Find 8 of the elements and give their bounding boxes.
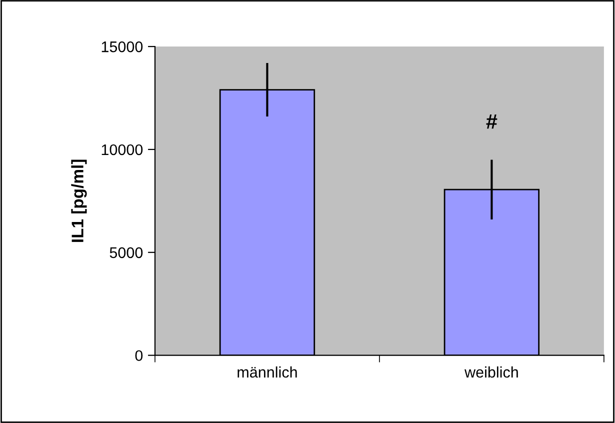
y-tick-label: 0 [135, 350, 143, 362]
y-axis-title: IL1 [pg/ml] [71, 160, 87, 242]
x-tick-label: männlich [238, 366, 297, 378]
y-tick-label: 10000 [102, 144, 143, 156]
y-tick-label: 15000 [102, 41, 143, 52]
annotation: # [486, 114, 498, 129]
y-tick-label: 5000 [110, 247, 143, 258]
x-tick-label: weiblich [464, 366, 518, 378]
